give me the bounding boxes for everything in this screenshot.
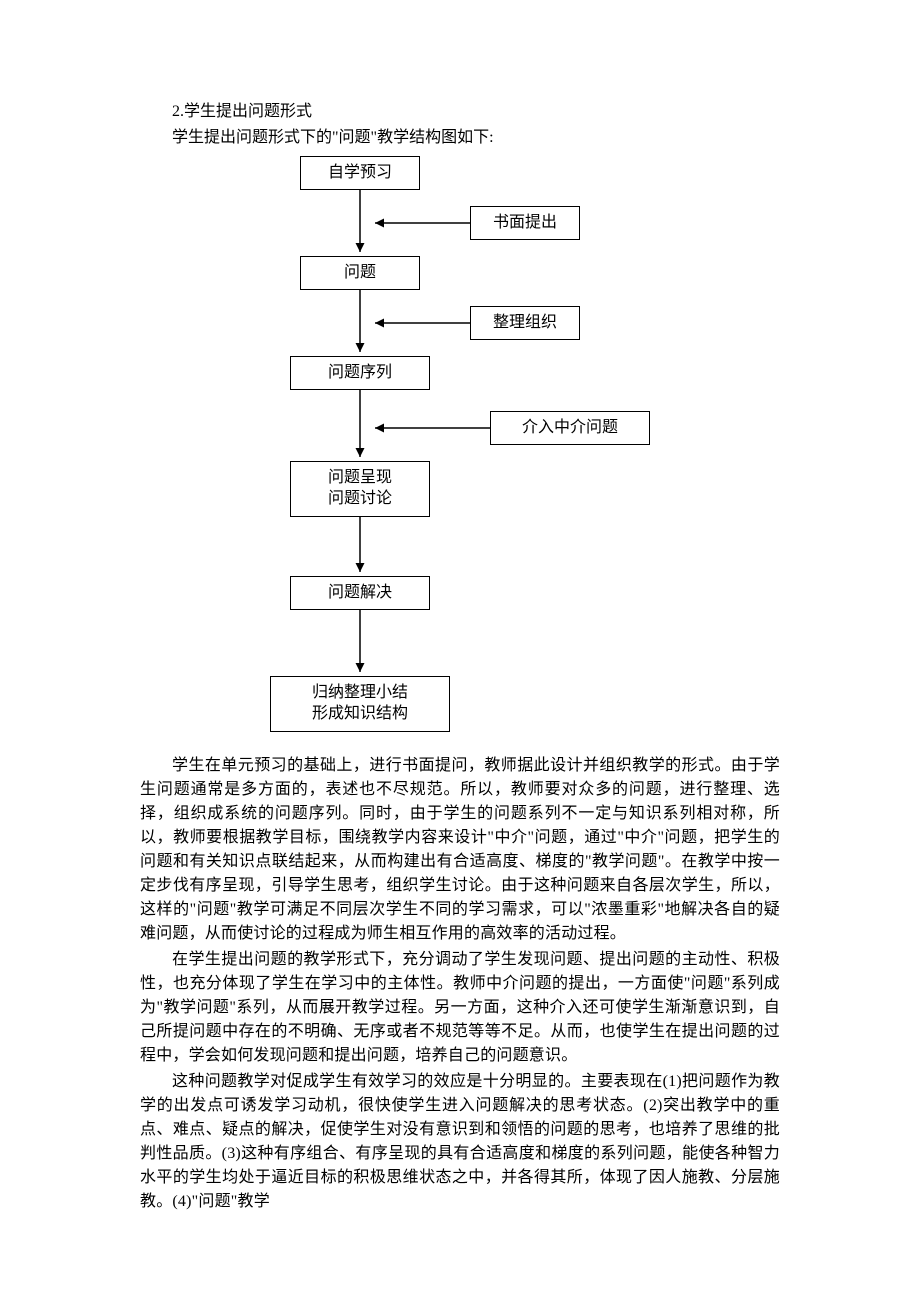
flow-node-label: 问题讨论 — [328, 489, 392, 510]
flow-node-label: 书面提出 — [493, 213, 557, 234]
flow-node-present-discuss: 问题呈现 问题讨论 — [290, 461, 430, 517]
section-heading: 2.学生提出问题形式 — [140, 100, 780, 124]
flow-arrows — [140, 156, 780, 746]
body-paragraph: 学生在单元预习的基础上，进行书面提问，教师据此设计并组织教学的形式。由于学生问题… — [140, 754, 780, 946]
flow-node-label: 问题解决 — [328, 583, 392, 604]
body-paragraph: 在学生提出问题的教学形式下，充分调动了学生发现问题、提出问题的主动性、积极性，也… — [140, 948, 780, 1068]
flow-side-organize: 整理组织 — [470, 306, 580, 340]
flow-node-label: 问题 — [344, 263, 376, 284]
flow-node-label: 自学预习 — [328, 163, 392, 184]
flow-node-label: 问题呈现 — [328, 468, 392, 489]
flowchart-diagram: 自学预习 问题 问题序列 问题呈现 问题讨论 问题解决 归纳整理小结 形成知识结… — [140, 156, 780, 746]
body-paragraph: 这种问题教学对促成学生有效学习的效应是十分明显的。主要表现在(1)把问题作为教学… — [140, 1070, 780, 1214]
flow-node-question: 问题 — [300, 256, 420, 290]
flow-node-label: 问题序列 — [328, 363, 392, 384]
section-subheading: 学生提出问题形式下的"问题"教学结构图如下: — [140, 126, 780, 150]
flow-node-sequence: 问题序列 — [290, 356, 430, 390]
flow-side-intermediary: 介入中介问题 — [490, 411, 650, 445]
flow-node-summary: 归纳整理小结 形成知识结构 — [270, 676, 450, 732]
flow-node-label: 介入中介问题 — [522, 418, 618, 439]
flow-side-written: 书面提出 — [470, 206, 580, 240]
flow-node-solve: 问题解决 — [290, 576, 430, 610]
flow-node-label: 形成知识结构 — [312, 704, 408, 725]
flow-node-label: 整理组织 — [493, 313, 557, 334]
flow-node-preview: 自学预习 — [300, 156, 420, 190]
flow-node-label: 归纳整理小结 — [312, 683, 408, 704]
